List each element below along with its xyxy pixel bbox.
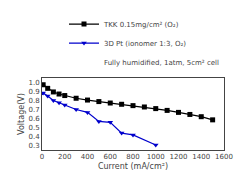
svg-text:0.5: 0.5	[28, 124, 39, 132]
svg-text:0.8: 0.8	[28, 97, 39, 105]
svg-text:0.3: 0.3	[28, 142, 39, 150]
svg-text:400: 400	[81, 153, 94, 161]
svg-text:Voltage(V): Voltage(V)	[17, 93, 26, 135]
svg-text:1.0: 1.0	[28, 79, 39, 87]
svg-text:800: 800	[126, 153, 139, 161]
svg-text:1200: 1200	[170, 153, 188, 161]
svg-text:0.9: 0.9	[28, 88, 39, 96]
svg-text:Current (mA/cm²): Current (mA/cm²)	[98, 162, 168, 171]
svg-text:0.4: 0.4	[28, 133, 40, 141]
svg-text:200: 200	[58, 153, 71, 161]
svg-text:Fully humidified, 1atm, 5cm² c: Fully humidified, 1atm, 5cm² cell	[104, 59, 219, 67]
svg-text:0.7: 0.7	[28, 106, 39, 114]
svg-text:3D Pt (ionomer 1:3, O₂): 3D Pt (ionomer 1:3, O₂)	[104, 40, 186, 48]
svg-text:0: 0	[40, 153, 44, 161]
svg-text:TKK 0.15mg/cm² (O₂): TKK 0.15mg/cm² (O₂)	[103, 21, 179, 29]
svg-text:600: 600	[104, 153, 117, 161]
svg-text:1600: 1600	[215, 153, 233, 161]
svg-text:1400: 1400	[192, 153, 210, 161]
svg-text:1000: 1000	[147, 153, 165, 161]
svg-text:0.6: 0.6	[28, 115, 40, 123]
